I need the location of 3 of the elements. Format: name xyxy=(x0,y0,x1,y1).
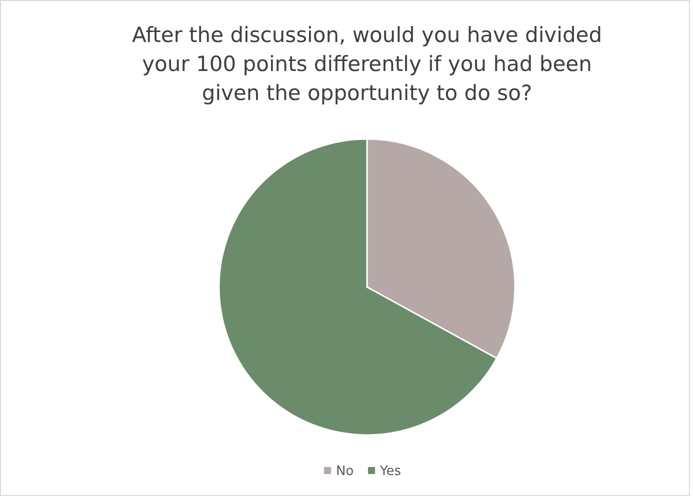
legend-label: No xyxy=(336,464,354,479)
legend-label: Yes xyxy=(379,464,402,479)
chart-title: After the discussion, would you have divided your 100 points differently if you had been given the opportunity to do so? xyxy=(132,23,602,105)
